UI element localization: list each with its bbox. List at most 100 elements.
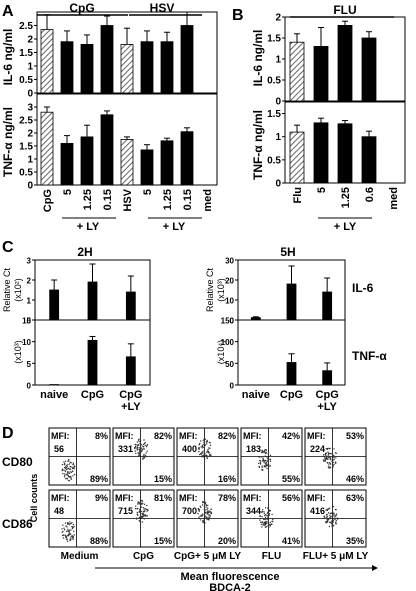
d-dot — [72, 526, 74, 529]
d-dot — [204, 512, 206, 514]
d-dot — [204, 438, 206, 440]
b-bottom-bar — [289, 131, 305, 184]
d-dot — [205, 443, 208, 445]
a-top-ytick-label: 0 — [27, 89, 33, 100]
d-dot — [262, 458, 264, 460]
d-dot — [332, 513, 334, 515]
d-dot — [258, 462, 260, 465]
c-title-2h: 2H — [77, 245, 92, 259]
d-dot — [137, 452, 139, 454]
d-percent-top: 56% — [282, 493, 300, 503]
d-dot — [66, 540, 69, 542]
d-dot — [200, 514, 202, 516]
d-dot — [141, 449, 143, 451]
d-row-label-cd80: CD80 — [2, 455, 33, 469]
d-dot — [329, 462, 331, 464]
d-dot — [71, 466, 73, 469]
d-dot — [327, 462, 329, 464]
d-dot — [200, 453, 202, 455]
d-dot — [263, 522, 265, 524]
d-percent-bottom: 15% — [154, 536, 172, 546]
d-percent-bottom: 20% — [218, 536, 236, 546]
d-dot — [268, 523, 271, 526]
d-dot — [206, 440, 209, 443]
ly-label-cpg: + LY — [77, 221, 100, 233]
d-dot — [201, 455, 203, 457]
d-percent-top: 53% — [346, 431, 364, 441]
d-dot — [332, 520, 334, 522]
d-dot — [198, 448, 200, 450]
d-dot — [65, 466, 67, 468]
d-dot — [326, 518, 328, 521]
d-dot — [268, 514, 270, 516]
d-mfi-value: 56 — [54, 444, 64, 454]
a-bottom-bar — [100, 114, 114, 186]
d-mfi-label: MFI: — [243, 431, 262, 441]
d-percent-top: 42% — [282, 431, 300, 441]
b-top-ytick-label: 2 — [275, 13, 281, 24]
d-dot — [141, 521, 144, 523]
d-dot — [207, 455, 209, 457]
d-dot — [142, 445, 144, 447]
d-dot — [138, 454, 141, 456]
d-dot — [144, 444, 146, 446]
d-mfi-value: 715 — [118, 506, 133, 516]
d-dot — [64, 460, 67, 462]
d-dot — [140, 515, 143, 518]
d-dot — [141, 458, 144, 460]
d-mfi-label: MFI: — [115, 431, 134, 441]
c-5h-il6-bar — [322, 291, 333, 321]
c-2h-tnf-ytick-label: 10 — [22, 338, 31, 347]
d-dot — [142, 448, 145, 450]
a-xtick-label: 5 — [62, 189, 74, 195]
d-dot — [266, 518, 268, 521]
d-dot — [264, 459, 266, 462]
a-top-ytick-label: 1 — [27, 62, 33, 73]
group-label-cpg: CpG — [69, 1, 94, 15]
d-dot — [68, 523, 70, 525]
d-dot — [335, 520, 338, 522]
a-top-bar — [60, 41, 74, 94]
d-dot — [201, 515, 203, 517]
d-dot — [206, 513, 208, 515]
d-dot — [329, 447, 331, 450]
d-dot — [140, 510, 143, 513]
d-dot — [64, 474, 66, 477]
d-dot — [146, 450, 148, 452]
d-dot — [72, 523, 75, 526]
c-2h-il6-bar — [87, 281, 98, 321]
d-dot — [73, 525, 75, 528]
d-dot — [264, 466, 267, 468]
d-dot — [139, 501, 142, 504]
c-5h-tnf-bar — [286, 362, 297, 386]
d-dot — [262, 459, 264, 462]
a-top-bar — [80, 44, 94, 94]
d-dot — [205, 455, 207, 457]
d-dot — [138, 438, 140, 440]
d-dot — [329, 521, 332, 524]
d-mfi-value: 331 — [118, 444, 133, 454]
b-top-ytick-label: 1.5 — [267, 34, 281, 45]
c-5h-tnf-ytick-label: 150 — [221, 317, 235, 326]
d-dot — [261, 511, 263, 513]
d-dot — [332, 515, 334, 517]
d-dot — [70, 465, 72, 468]
d-dot — [265, 522, 267, 524]
ly-label-hsv: + LY — [163, 221, 186, 233]
d-dot — [65, 464, 68, 467]
a-top-bar — [100, 25, 114, 94]
d-dot — [140, 506, 143, 508]
d-dot — [138, 517, 141, 520]
d-dot — [67, 463, 69, 466]
d-dot — [204, 502, 206, 504]
d-dot — [264, 518, 266, 521]
d-dot — [330, 516, 332, 518]
d-dot — [335, 514, 337, 517]
d-dot — [327, 508, 329, 510]
d-dot — [68, 468, 71, 470]
b-bottom-ytick-label: 0.5 — [267, 155, 281, 166]
d-dot — [206, 451, 208, 453]
d-dot — [269, 458, 272, 461]
d-dot — [199, 515, 201, 517]
d-dot — [137, 501, 139, 503]
